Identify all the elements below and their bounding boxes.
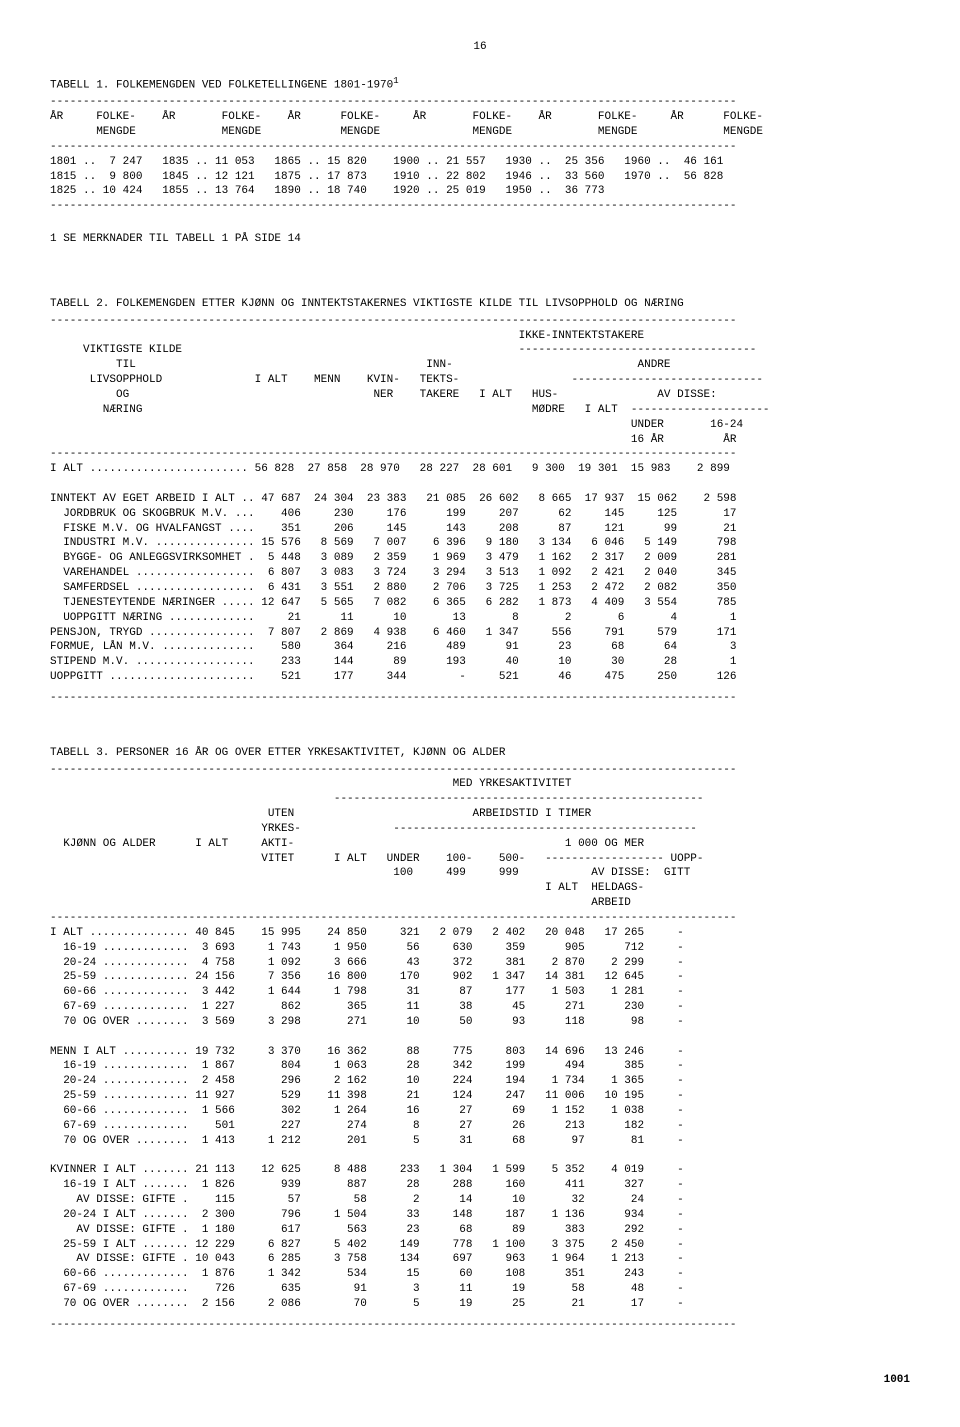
separator xyxy=(50,763,910,778)
table-3-rows: I ALT ............... 40 845 15 995 24 8… xyxy=(50,926,910,1312)
table-2-rows: I ALT ........................ 56 828 27… xyxy=(50,462,910,685)
separator xyxy=(50,314,910,329)
table-1-header: ÅR FOLKE- ÅR FOLKE- ÅR FOLKE- ÅR FOLKE- … xyxy=(50,110,910,140)
page-number: 16 xyxy=(50,40,910,55)
separator xyxy=(50,95,910,110)
table-2-title: TABELL 2. FOLKEMENGDEN ETTER KJØNN OG IN… xyxy=(50,297,910,312)
table-1-superscript: 1 xyxy=(393,76,398,86)
table-3-header: MED YRKESAKTIVITET ---------------------… xyxy=(50,777,910,911)
table-3-title: TABELL 3. PERSONER 16 ÅR OG OVER ETTER Y… xyxy=(50,746,910,761)
page-footer: 1001 xyxy=(50,1373,910,1388)
table-1: TABELL 1. FOLKEMENGDEN VED FOLKETELLINGE… xyxy=(50,75,910,247)
separator xyxy=(50,140,910,155)
table-1-footnote: 1 SE MERKNADER TIL TABELL 1 PÅ SIDE 14 xyxy=(50,232,910,247)
separator xyxy=(50,911,910,926)
table-1-rows: 1801 .. 7 247 1835 .. 11 053 1865 .. 15 … xyxy=(50,155,910,200)
table-2-header: IKKE-INNTEKTSTAKERE VIKTIGSTE KILDE ----… xyxy=(50,329,910,448)
table-2: TABELL 2. FOLKEMENGDEN ETTER KJØNN OG IN… xyxy=(50,297,910,706)
separator xyxy=(50,1318,910,1333)
table-3: TABELL 3. PERSONER 16 ÅR OG OVER ETTER Y… xyxy=(50,746,910,1333)
separator xyxy=(50,447,910,462)
separator xyxy=(50,691,910,706)
table-1-title: TABELL 1. FOLKEMENGDEN VED FOLKETELLINGE… xyxy=(50,80,393,92)
separator xyxy=(50,199,910,214)
